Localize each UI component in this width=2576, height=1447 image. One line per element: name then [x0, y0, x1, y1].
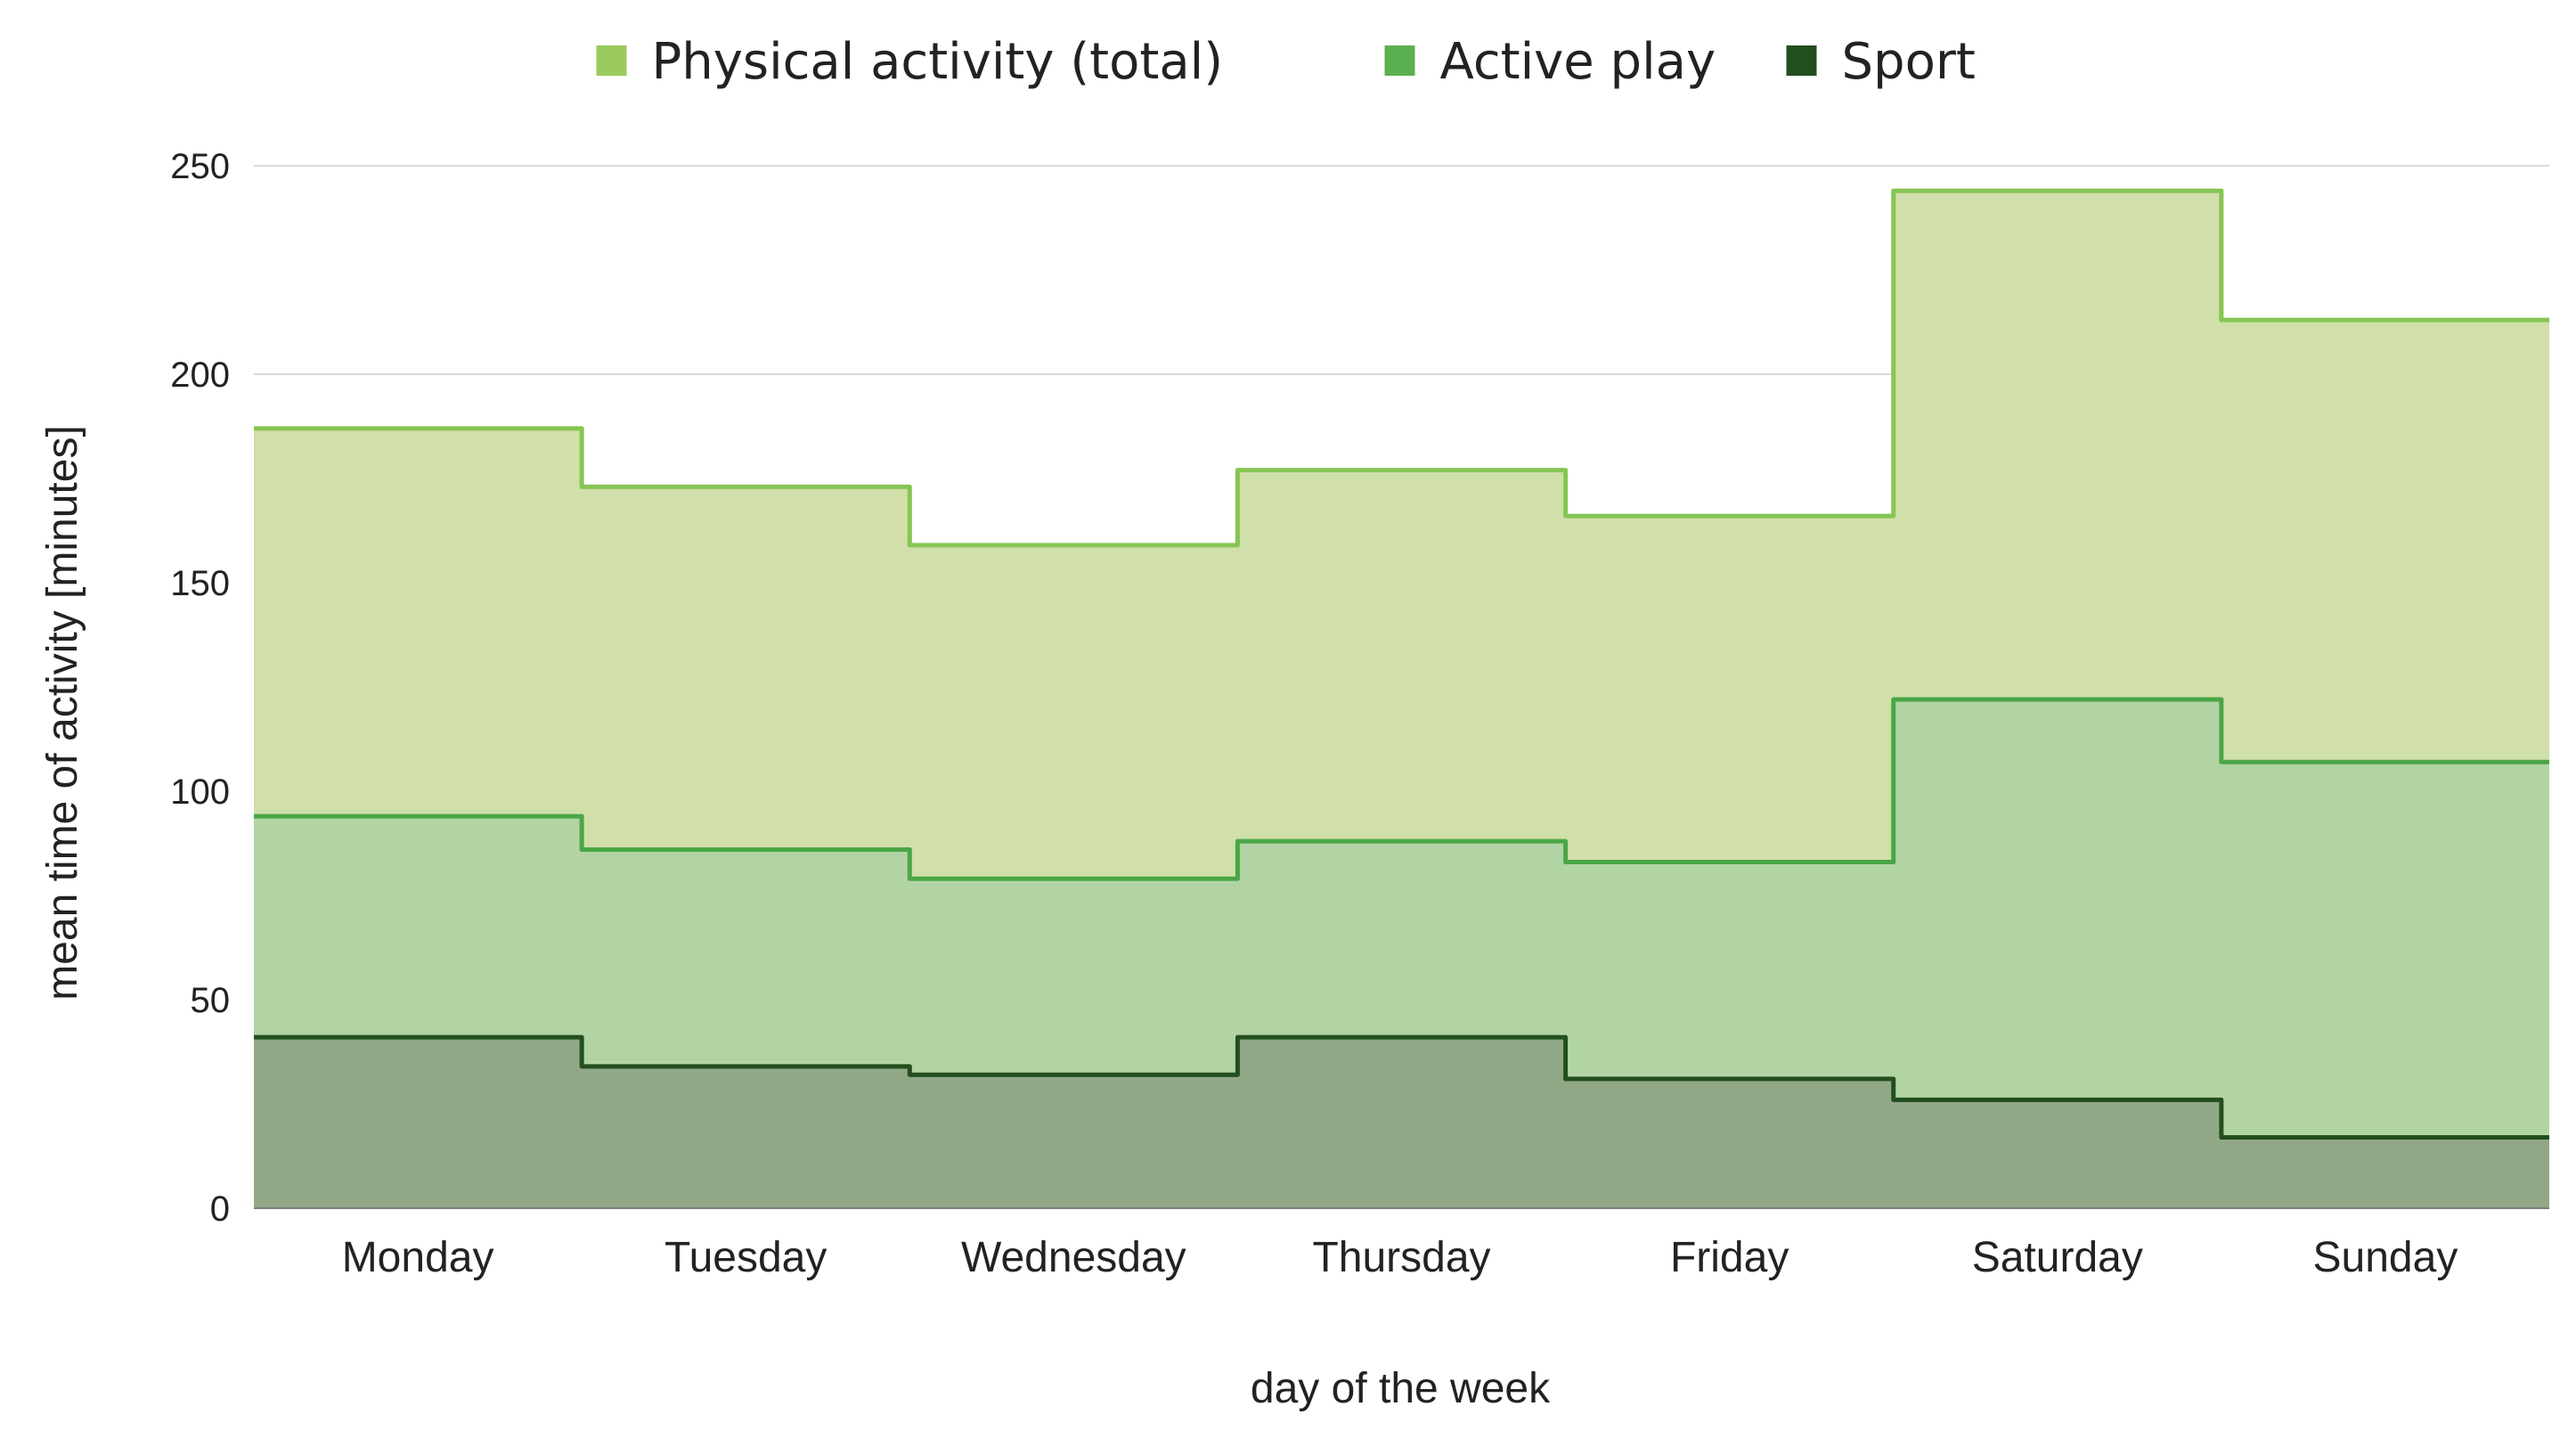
y-tick-label: 0 [210, 1189, 230, 1229]
axes: 0 50 100 150 200 250 Monday Tuesday Wednesday Thu… [170, 147, 2549, 1281]
y-axis-title: mean time of activity [minutes] [39, 425, 86, 1001]
step-mark-2-4 [1566, 1076, 1894, 1082]
legend-label-0: Physical activity (total) [652, 33, 1224, 91]
step-mark-1-5 [1894, 697, 2221, 702]
step-mark-2-5 [1894, 1097, 2221, 1102]
legend-swatch-2 [1786, 45, 1817, 76]
step-mark-0-1 [582, 484, 909, 489]
step-mark-1-2 [909, 876, 1237, 881]
legend-swatch-1 [1384, 45, 1415, 76]
step-mark-0-5 [1894, 188, 2221, 193]
step-mark-2-1 [582, 1064, 909, 1069]
y-tick-label: 50 [191, 981, 231, 1020]
step-mark-0-4 [1566, 513, 1894, 519]
series-lines [254, 188, 2549, 1140]
step-mark-0-0 [254, 426, 582, 431]
legend-swatch-0 [596, 45, 627, 76]
series-line-0 [254, 188, 2549, 548]
step-mark-0-6 [2221, 317, 2549, 323]
x-tick-label: Friday [1670, 1234, 1789, 1281]
step-mark-0-3 [1237, 468, 1565, 473]
legend: Physical activity (total) Active play Spor… [596, 33, 1976, 91]
x-tick-label: Saturday [1972, 1234, 2143, 1281]
x-tick-label: Sunday [2313, 1234, 2458, 1281]
series-areas [254, 191, 2549, 1209]
x-tick-label: Tuesday [664, 1234, 827, 1281]
x-tick-label: Wednesday [961, 1234, 1186, 1281]
series-line-2 [254, 1034, 2549, 1140]
step-mark-1-6 [2221, 759, 2549, 764]
y-tick-label: 100 [170, 773, 230, 812]
step-mark-1-1 [582, 847, 909, 853]
step-mark-2-0 [254, 1034, 582, 1040]
step-mark-1-0 [254, 813, 582, 819]
step-mark-2-3 [1237, 1034, 1565, 1040]
series-area-2 [254, 1037, 2549, 1208]
x-tick-label: Thursday [1312, 1234, 1490, 1281]
series-line-1 [254, 697, 2549, 881]
y-tick-label: 250 [170, 147, 230, 186]
x-tick-label: Monday [342, 1234, 494, 1281]
x-axis-title: day of the week [1251, 1365, 1551, 1412]
y-tick-label: 200 [170, 356, 230, 395]
step-mark-2-2 [909, 1072, 1237, 1077]
step-mark-0-2 [909, 543, 1237, 548]
step-mark-1-3 [1237, 838, 1565, 844]
step-mark-1-4 [1566, 860, 1894, 865]
y-tick-label: 150 [170, 564, 230, 603]
step-mark-2-6 [2221, 1134, 2549, 1140]
legend-label-2: Sport [1842, 33, 1976, 91]
legend-label-1: Active play [1440, 33, 1716, 91]
